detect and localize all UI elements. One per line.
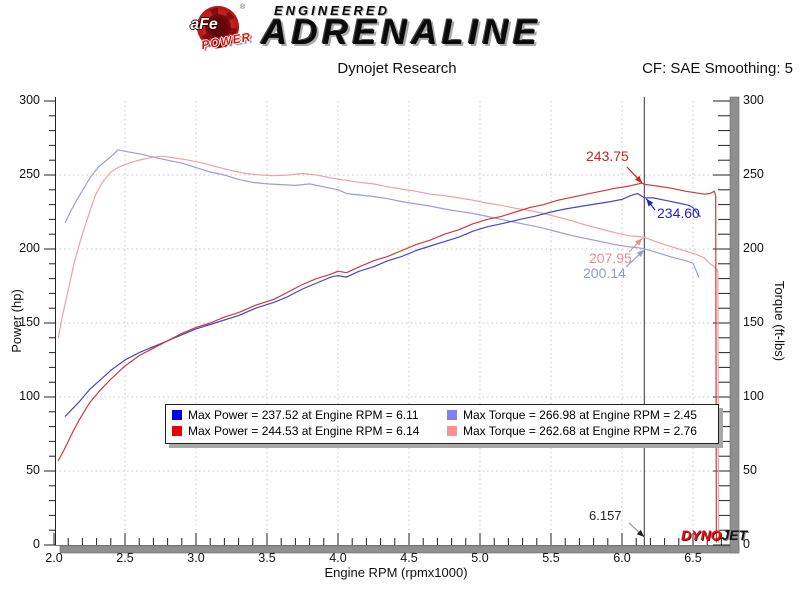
ann-cursor-label: 6.157 [589, 508, 622, 523]
brand-header: aFe ® POWER ENGINEERED ADRENALINE [0, 0, 800, 55]
annotation-arrowhead [636, 249, 645, 257]
y-tick-label-left: 0 [33, 537, 40, 551]
ann-power-afe-label: 243.75 [586, 148, 629, 164]
x-tick-label: 5.5 [542, 551, 560, 565]
x-tick-label: 2.5 [116, 551, 134, 565]
curve-torque_afe [57, 155, 720, 543]
annotation-arrowhead [635, 175, 643, 184]
x-tick-label: 3.0 [187, 551, 205, 565]
headline-engineered: ENGINEERED [274, 3, 390, 18]
annotation-arrowhead [635, 238, 643, 246]
dynojet-logo: DYNOJET [681, 527, 747, 543]
y-tick-label-right: 200 [743, 241, 764, 255]
correction-factor-label: CF: SAE Smoothing: 5 [642, 60, 793, 77]
dynojet-logo-jet: JET [721, 527, 748, 543]
x-tick-label: 4.5 [400, 551, 418, 565]
curve-torque_baseline [64, 149, 700, 278]
y-tick-label-left: 50 [26, 463, 40, 477]
legend-label-power_baseline: Max Power = 237.52 at Engine RPM = 6.11 [188, 408, 419, 422]
legend-label-torque_baseline: Max Torque = 266.98 at Engine RPM = 2.45 [463, 408, 697, 422]
annotation-arrowhead [646, 198, 654, 207]
chart-title: Dynojet Research [337, 60, 457, 77]
y-tick-label-left: 150 [19, 315, 40, 329]
legend-swatch-power_afe [172, 426, 182, 436]
afe-brand-text: aFe [190, 16, 218, 33]
x-tick-label: 6.5 [684, 551, 702, 565]
right-axis-bar [729, 96, 740, 554]
x-tick-label: 5.0 [471, 551, 489, 565]
headline-adrenaline: ADRENALINE [261, 13, 542, 52]
aperture-icon [197, 6, 239, 48]
curve-power_baseline [64, 192, 701, 417]
x-tick-label: 6.0 [613, 551, 631, 565]
legend-label-power_afe: Max Power = 244.53 at Engine RPM = 6.14 [188, 424, 420, 438]
x-axis-title: Engine RPM (rpmx1000) [324, 565, 468, 580]
afe-power-logo: aFe ® POWER [183, 4, 263, 52]
ann-torque-afe-label: 207.95 [589, 250, 632, 266]
y-tick-label-right: 50 [743, 463, 757, 477]
y-tick-label-left: 300 [19, 93, 40, 107]
y-tick-label-right: 0 [743, 537, 750, 551]
x-tick-label: 4.0 [329, 551, 347, 565]
legend: Max Power = 237.52 at Engine RPM = 6.11 M… [165, 404, 719, 444]
legend-swatch-torque_afe [447, 426, 457, 436]
legend-label-torque_afe: Max Torque = 262.68 at Engine RPM = 2.76 [463, 424, 697, 438]
y-tick-label-right: 100 [743, 389, 764, 403]
annotation-arrowhead [636, 529, 645, 537]
ann-torque-base-label: 200.14 [583, 265, 626, 281]
dynojet-logo-dyno: DYNO [681, 527, 722, 543]
curve-power_afe [57, 182, 718, 543]
ann-power-base-label: 234.60 [657, 205, 700, 221]
y-tick-label-right: 250 [743, 167, 764, 181]
registered-mark: ® [240, 4, 246, 11]
legend-swatch-torque_baseline [447, 410, 457, 420]
y-tick-label-left: 250 [19, 167, 40, 181]
legend-swatch-power_baseline [172, 410, 182, 420]
y-tick-label-right: 150 [743, 315, 764, 329]
y-tick-label-left: 200 [19, 241, 40, 255]
x-tick-label: 3.5 [258, 551, 276, 565]
y-tick-label-left: 100 [19, 389, 40, 403]
x-tick-label: 2.0 [45, 551, 63, 565]
y-tick-label-right: 300 [743, 93, 764, 107]
